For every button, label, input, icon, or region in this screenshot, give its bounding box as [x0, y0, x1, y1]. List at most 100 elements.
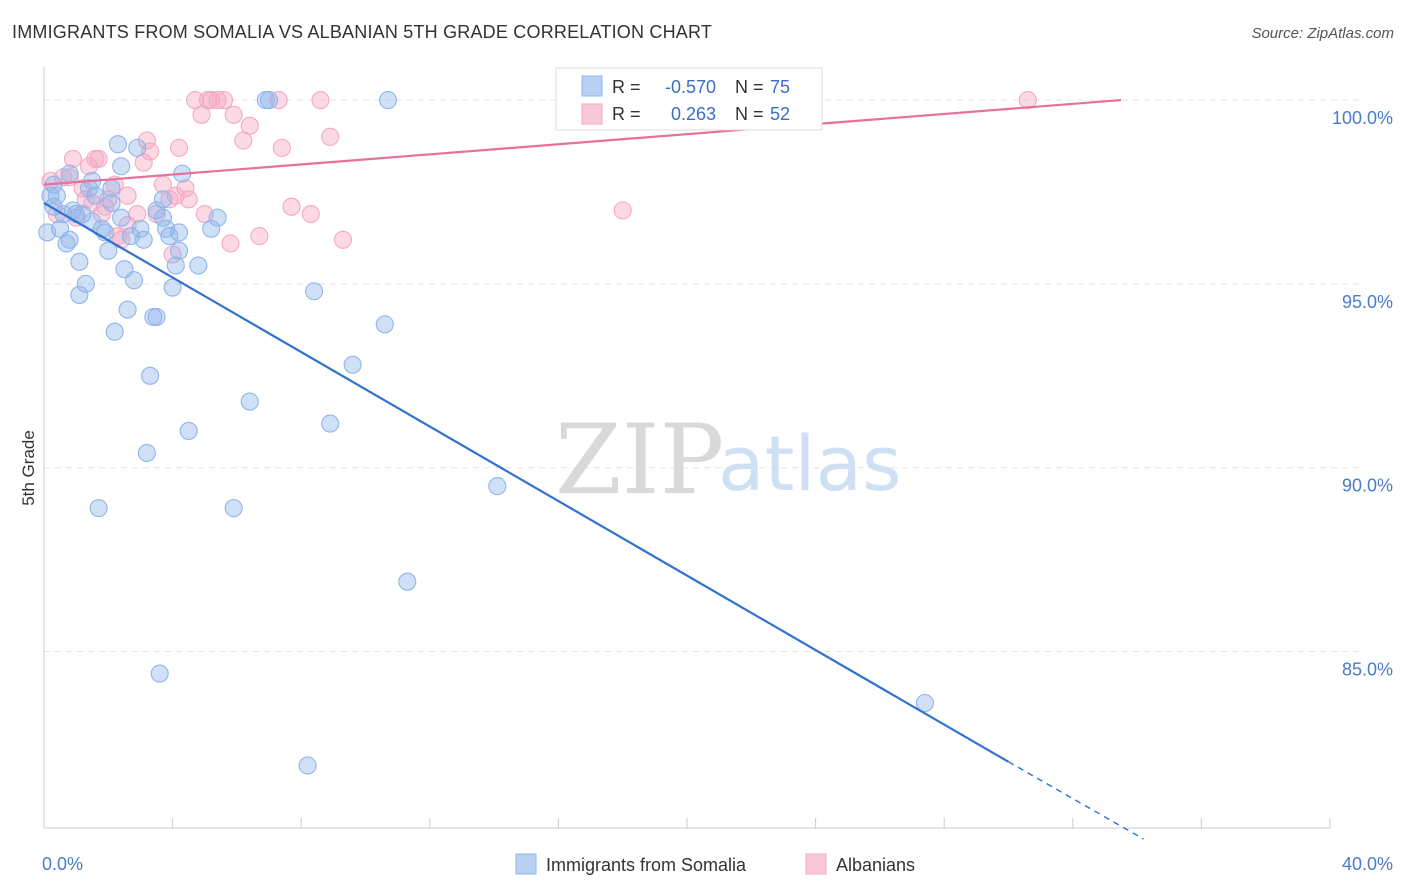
somalia-point-13 — [70, 285, 89, 304]
somalia-point-50 — [169, 241, 189, 260]
grid-lines — [44, 99, 1360, 653]
albanians-r-value: 0.263 — [671, 104, 716, 124]
albanians-point-47 — [301, 205, 320, 224]
somalia-point-56 — [224, 499, 243, 518]
somalia-point-28 — [112, 208, 131, 227]
somalia-point-35 — [131, 219, 150, 238]
somalia-n-label: N = — [735, 77, 764, 97]
somalia-point-52 — [179, 421, 198, 441]
somalia-point-8 — [60, 230, 79, 249]
somalia-point-9 — [60, 164, 79, 183]
chart-title: IMMIGRANTS FROM SOMALIA VS ALBANIAN 5TH … — [12, 22, 713, 42]
legend-albanians-swatch — [805, 853, 827, 875]
y-tick-label-0: 85.0% — [1342, 660, 1393, 680]
albanians-point-52 — [1018, 91, 1037, 110]
somalia-point-20 — [89, 499, 108, 518]
somalia-point-60 — [298, 756, 317, 775]
x-tick-label-0: 0.0% — [42, 854, 83, 874]
x-tick-label-1: 40.0% — [1342, 854, 1393, 874]
y-tick-label-1: 90.0% — [1342, 476, 1393, 496]
somalia-point-12 — [70, 252, 89, 271]
albanians-point-19 — [118, 186, 137, 205]
somalia-point-36 — [134, 230, 153, 249]
legend-albanians-label: Albanians — [836, 855, 915, 875]
somalia-point-27 — [108, 135, 127, 154]
watermark-zip: ZIP — [555, 404, 724, 516]
albanians-n-value: 52 — [770, 104, 790, 124]
somalia-point-65 — [378, 91, 398, 110]
somalia-point-55 — [208, 208, 227, 227]
source-credit: Source: ZipAtlas.com — [1251, 25, 1394, 42]
albanians-point-38 — [214, 91, 234, 110]
somalia-point-54 — [202, 219, 221, 238]
watermark-atlas: atlas — [718, 419, 902, 508]
somalia-point-29 — [112, 157, 131, 176]
somalia-point-26 — [105, 322, 124, 341]
y-tick-label-2: 95.0% — [1342, 292, 1393, 312]
axes — [43, 67, 1331, 829]
somalia-point-57 — [240, 392, 259, 411]
somalia-point-49 — [169, 223, 189, 242]
somalia-points — [38, 91, 934, 775]
albanians-point-11 — [89, 149, 108, 168]
somalia-point-42 — [150, 664, 169, 683]
trend-lines — [43, 98, 1144, 840]
bottom-legend: Immigrants from Somalia Albanians — [515, 853, 915, 875]
albanians-trend-line — [43, 98, 1122, 186]
somalia-point-53 — [189, 256, 208, 275]
albanians-points — [41, 91, 1037, 264]
somalia-point-40 — [147, 307, 166, 327]
somalia-point-64 — [375, 315, 394, 334]
y-axis-title: 5th Grade — [19, 430, 38, 506]
albanians-point-44 — [269, 91, 288, 110]
albanians-point-29 — [169, 138, 189, 157]
albanians-point-39 — [221, 234, 240, 253]
albanians-point-20 — [128, 205, 147, 224]
somalia-swatch — [581, 75, 603, 97]
albanians-point-49 — [321, 127, 340, 146]
albanians-point-8 — [79, 157, 99, 176]
albanians-swatch — [581, 103, 603, 125]
albanians-point-46 — [282, 197, 301, 216]
somalia-point-67 — [488, 477, 507, 496]
somalia-trend-line — [43, 202, 1010, 763]
somalia-point-31 — [118, 300, 137, 319]
somalia-point-15 — [76, 274, 95, 293]
watermark: ZIP atlas — [555, 404, 902, 516]
somalia-point-41 — [147, 201, 166, 220]
somalia-point-59 — [259, 91, 279, 110]
somalia-point-68 — [915, 693, 934, 713]
somalia-point-43 — [153, 208, 173, 227]
albanians-point-40 — [224, 105, 243, 124]
somalia-point-44 — [153, 190, 173, 209]
stats-legend: R = -0.570 N = 75 R = 0.263 N = 52 — [555, 67, 823, 131]
somalia-point-34 — [128, 138, 147, 157]
somalia-point-14 — [73, 205, 92, 224]
somalia-r-label: R = — [612, 77, 641, 97]
somalia-point-33 — [124, 271, 144, 290]
somalia-trend-extension — [1008, 761, 1144, 840]
somalia-point-24 — [102, 193, 121, 213]
albanians-point-36 — [202, 91, 221, 110]
albanians-point-37 — [208, 91, 227, 110]
albanians-point-4 — [63, 149, 82, 168]
somalia-point-25 — [102, 179, 121, 198]
somalia-r-value: -0.570 — [665, 77, 716, 97]
albanians-point-42 — [240, 116, 259, 135]
somalia-point-61 — [305, 282, 324, 301]
somalia-point-62 — [321, 414, 340, 433]
albanians-point-48 — [311, 91, 330, 110]
legend-somalia-label: Immigrants from Somalia — [546, 855, 747, 875]
legend-somalia-swatch — [515, 853, 537, 875]
somalia-point-37 — [137, 443, 156, 463]
albanians-r-label: R = — [612, 104, 641, 124]
somalia-point-19 — [86, 186, 105, 205]
albanians-point-22 — [137, 131, 156, 150]
somalia-point-63 — [343, 355, 362, 374]
somalia-point-46 — [160, 227, 179, 246]
albanians-point-43 — [250, 227, 269, 246]
albanians-point-31 — [179, 190, 198, 209]
somalia-point-1 — [41, 186, 60, 205]
albanians-point-45 — [272, 138, 291, 157]
